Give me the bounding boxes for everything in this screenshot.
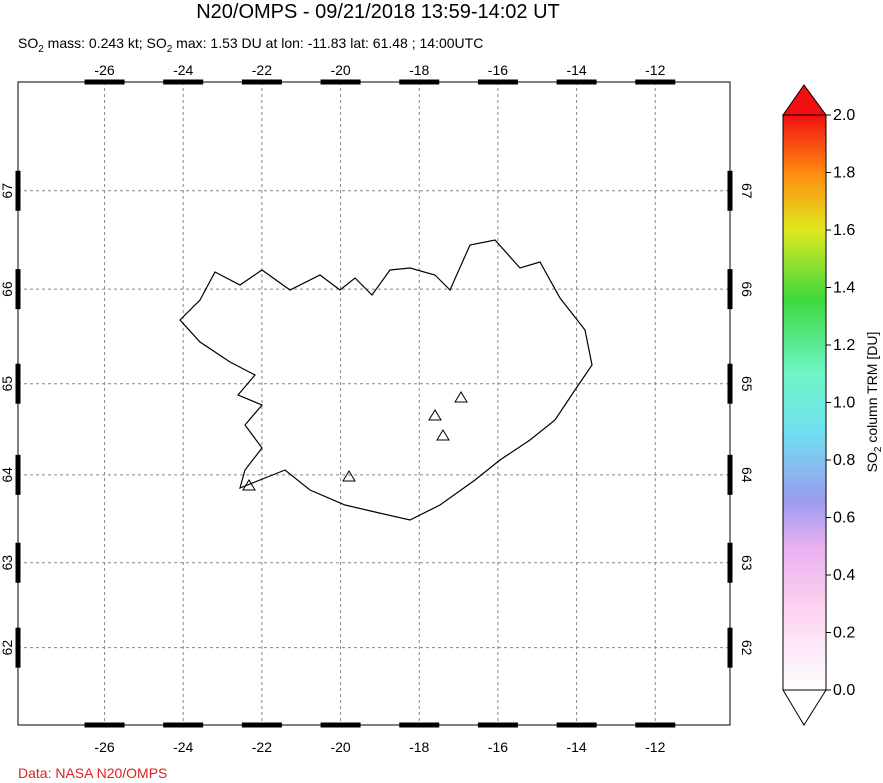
x-tick-label: -26 bbox=[94, 62, 114, 78]
x-tick-label: -20 bbox=[330, 62, 350, 78]
colorbar-tick-label: 2.0 bbox=[833, 107, 855, 124]
x-tick-label: -12 bbox=[645, 62, 665, 78]
text-part: mass: 0.243 kt; SO bbox=[44, 35, 167, 51]
colorbar-tick-label: 0.6 bbox=[833, 510, 855, 527]
x-tick-label: -12 bbox=[645, 739, 665, 755]
y-tick-label: 67 bbox=[739, 183, 755, 199]
colorbar-tick-label: 1.8 bbox=[833, 165, 855, 182]
y-tick-label: 64 bbox=[0, 467, 15, 483]
x-tick-label: -18 bbox=[409, 739, 429, 755]
text-part: SO bbox=[18, 35, 38, 51]
volcanoes bbox=[242, 391, 468, 491]
colorbar-tick-label: 0.8 bbox=[833, 452, 855, 469]
map: -26 -26 -24 -24 -22 -22 -20 -20 -18 -18 -16 -16 -14 -… bbox=[0, 62, 755, 755]
x-tick-label: -14 bbox=[566, 62, 586, 78]
y-tick-label: 65 bbox=[0, 376, 15, 392]
x-tick-label: -14 bbox=[566, 739, 586, 755]
y-tick-label: 62 bbox=[739, 640, 755, 656]
y-tick-label: 66 bbox=[0, 281, 15, 297]
y-tick-label: 63 bbox=[0, 555, 15, 571]
subscript: 2 bbox=[167, 44, 173, 55]
y-tick-label: 64 bbox=[739, 467, 755, 483]
source: Data: NASA N20/OMPS bbox=[18, 765, 167, 781]
subscript: 2 bbox=[38, 44, 44, 55]
colorbar-tick-label: 0.4 bbox=[833, 567, 855, 584]
colorbar-tick-label: 1.2 bbox=[833, 337, 855, 354]
map-frame bbox=[17, 81, 731, 726]
text-part: SO bbox=[864, 452, 880, 472]
y-tick-label: 65 bbox=[739, 376, 755, 392]
x-tick-label: -22 bbox=[252, 739, 272, 755]
text-part: max: 1.53 DU at lon: -11.83 lat: 61.48 ;… bbox=[172, 35, 483, 51]
x-tick-label: -24 bbox=[173, 739, 193, 755]
colorbar-tick-label: 0.2 bbox=[833, 625, 855, 642]
colorbar-tick-label: 0.0 bbox=[833, 682, 855, 699]
x-tick-label: -24 bbox=[173, 62, 193, 78]
subtitle: SO2 mass: 0.243 kt; SO2 max: 1.53 DU at … bbox=[18, 35, 483, 55]
x-tick-label: -16 bbox=[488, 739, 508, 755]
x-tick-label: -20 bbox=[330, 739, 350, 755]
colorbar-min-arrow bbox=[782, 689, 827, 726]
x-tick-label: -26 bbox=[94, 739, 114, 755]
colorbar-max-arrow bbox=[782, 84, 827, 116]
y-tick-label: 67 bbox=[0, 183, 15, 199]
colorbar-tick-label: 1.4 bbox=[833, 280, 855, 297]
colorbar-label: SO2 column TRM [DU] bbox=[864, 332, 883, 473]
y-tick-label: 66 bbox=[739, 281, 755, 297]
subscript: 2 bbox=[873, 446, 883, 452]
y-tick-label: 62 bbox=[0, 640, 15, 656]
title: N20/OMPS - 09/21/2018 13:59-14:02 UT bbox=[196, 1, 560, 23]
colorbar bbox=[782, 114, 827, 691]
coastline bbox=[179, 239, 593, 521]
colorbar-tick-label: 1.0 bbox=[833, 395, 855, 412]
y-tick-label: 63 bbox=[739, 555, 755, 571]
x-tick-label: -16 bbox=[488, 62, 508, 78]
text-part: column TRM [DU] bbox=[864, 332, 880, 447]
x-tick-label: -18 bbox=[409, 62, 429, 78]
x-tick-label: -22 bbox=[252, 62, 272, 78]
colorbar-tick-label: 1.6 bbox=[833, 222, 855, 239]
